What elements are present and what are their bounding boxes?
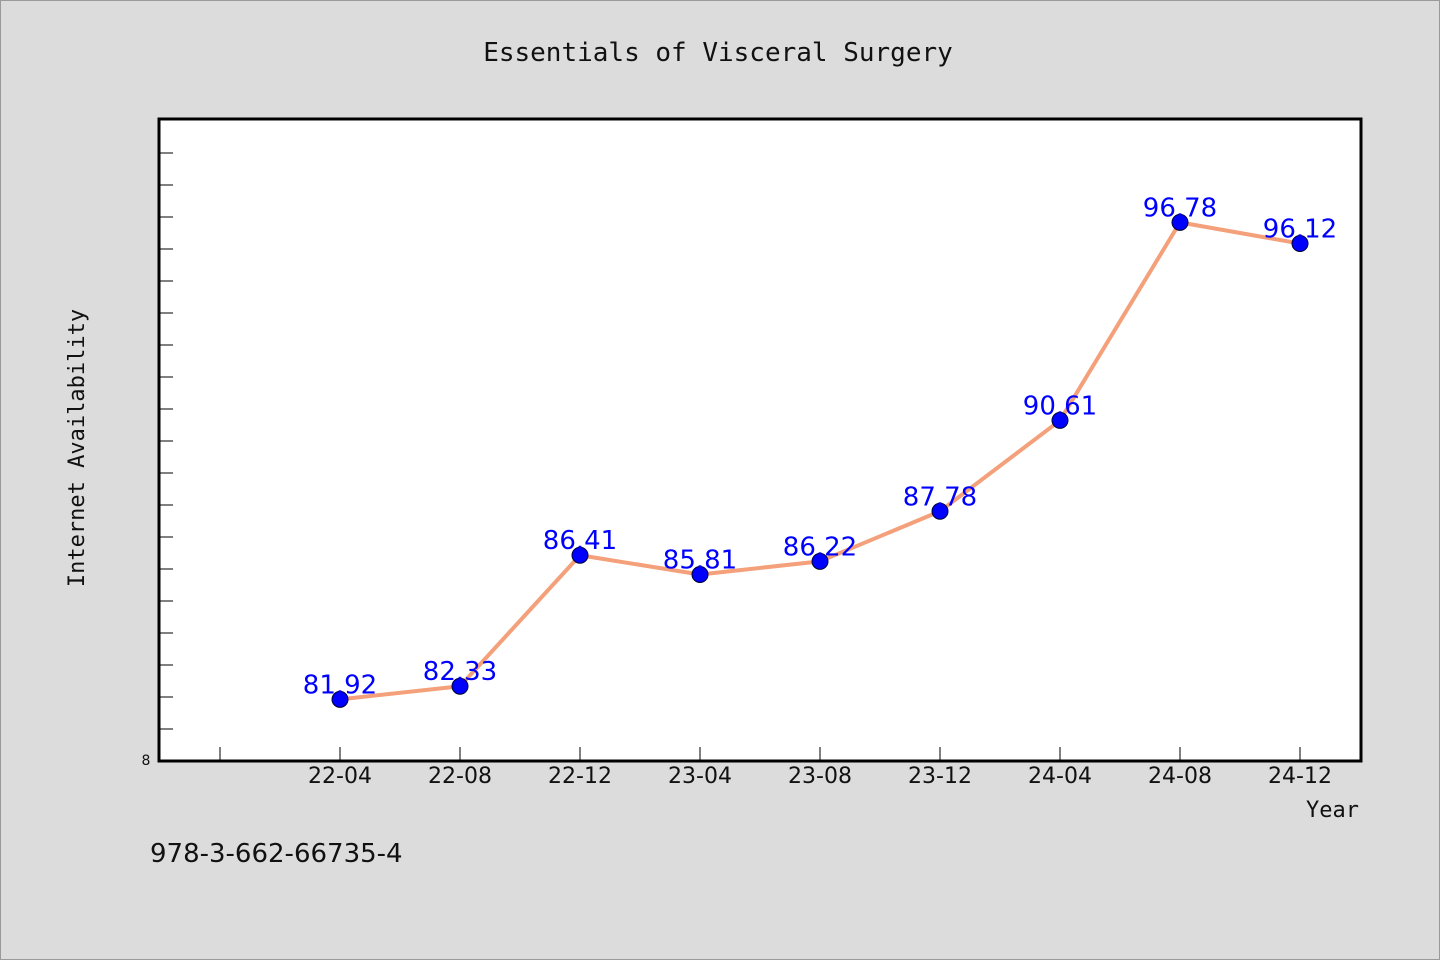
data-value-label: 85.81	[663, 545, 737, 575]
y-axis-label: Internet Availability	[65, 309, 90, 587]
data-point-marker	[1171, 213, 1189, 231]
y-axis-ticks	[159, 152, 173, 762]
data-point-marker	[571, 546, 589, 564]
data-value-label: 87.78	[903, 482, 977, 512]
data-value-label: 81.92	[303, 670, 377, 700]
data-labels: 81.92 82.33 86.41 85.81 86.22 87.78 90.61 96.78…	[303, 193, 1337, 700]
x-tick-label: 24-12	[1268, 764, 1332, 789]
x-tick-label: 23-08	[788, 764, 852, 789]
x-tick-label: 22-08	[428, 764, 492, 789]
data-point-marker	[931, 502, 949, 520]
x-tick-label: 22-12	[548, 764, 612, 789]
x-axis-ticks	[219, 747, 1301, 761]
x-tick-label: 24-08	[1148, 764, 1212, 789]
data-point-marker	[1291, 235, 1309, 253]
data-value-label: 96.78	[1143, 193, 1217, 223]
x-axis-tick-labels: 22-04 22-08 22-12 23-04 23-08 23-12 24-04 24-08…	[308, 764, 1332, 789]
x-tick-label: 23-04	[668, 764, 732, 789]
data-value-label: 86.41	[543, 526, 617, 556]
data-value-label: 90.61	[1023, 391, 1097, 421]
isbn-text: 978-3-662-66735-4	[150, 839, 403, 869]
data-point-marker	[691, 565, 709, 583]
x-tick-label: 23-12	[908, 764, 972, 789]
x-tick-label: 24-04	[1028, 764, 1092, 789]
data-value-label: 96.12	[1263, 215, 1337, 245]
data-value-label: 82.33	[423, 657, 497, 687]
x-tick-label: 22-04	[308, 764, 372, 789]
x-axis-label: Year	[1306, 798, 1359, 823]
series-markers	[331, 213, 1309, 708]
data-point-marker	[811, 552, 829, 570]
data-point-marker	[331, 690, 349, 708]
plot-area	[157, 117, 1363, 763]
data-point-marker	[451, 677, 469, 695]
data-point-marker	[1051, 411, 1069, 429]
data-value-label: 86.22	[783, 532, 857, 562]
y-tick-label: 8	[142, 753, 151, 769]
chart-title: Essentials of Visceral Surgery	[483, 38, 953, 68]
